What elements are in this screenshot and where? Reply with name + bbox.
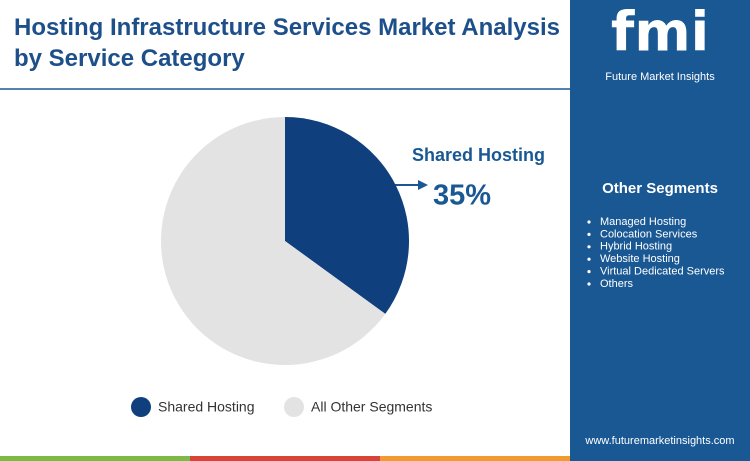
brand-url: www.futuremarketinsights.com — [584, 435, 734, 447]
legend-label: All Other Segments — [311, 399, 432, 415]
brand-logo: fmi — [611, 1, 709, 64]
sidebar-item: Managed Hosting — [600, 216, 686, 228]
sidebar-item: Colocation Services — [600, 228, 698, 240]
legend-swatch — [284, 397, 304, 417]
callout-value: 35% — [433, 180, 491, 212]
chart-title: Hosting Infrastructure Services Market A… — [14, 14, 560, 72]
footer-strip — [190, 456, 380, 461]
legend-label: Shared Hosting — [158, 399, 255, 415]
sidebar-panel — [570, 0, 750, 461]
pie-slice — [285, 117, 409, 314]
sidebar-item: Virtual Dedicated Servers — [600, 266, 725, 278]
sidebar-item: Website Hosting — [600, 253, 680, 265]
footer-strip — [380, 456, 570, 461]
sidebar-item: Others — [600, 278, 634, 290]
pie-slice — [160, 117, 386, 365]
footer-strip — [0, 456, 190, 461]
sidebar-title: Other Segments — [602, 180, 718, 197]
bullet — [587, 220, 591, 224]
bullet — [587, 270, 591, 274]
legend-swatch — [131, 397, 151, 417]
bullet — [587, 245, 591, 249]
bullet — [587, 282, 591, 286]
sidebar-item: Hybrid Hosting — [600, 241, 672, 253]
callout-label: Shared Hosting — [412, 145, 545, 165]
bullet — [587, 257, 591, 261]
footer-strip — [570, 456, 750, 461]
brand-name: Future Market Insights — [605, 71, 715, 83]
callout-arrowhead — [418, 180, 428, 190]
bullet — [587, 232, 591, 236]
